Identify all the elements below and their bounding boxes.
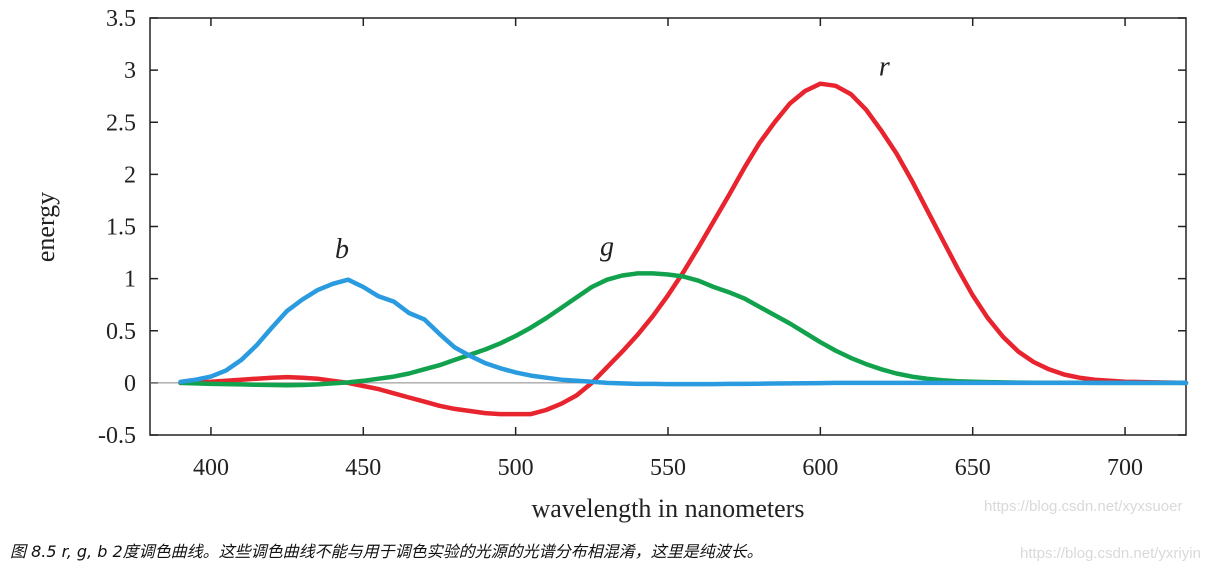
- y-tick-label: 2.5: [106, 110, 136, 136]
- series-group: [178, 81, 1189, 417]
- y-tick-label: 0.5: [106, 319, 136, 345]
- plot-frame: [149, 17, 1187, 436]
- y-tick-label: 2: [124, 162, 136, 188]
- x-tick-label: 700: [1107, 455, 1143, 481]
- series-line-g: [178, 271, 1189, 388]
- x-tick-label: 600: [802, 455, 838, 481]
- x-tick-label: 400: [193, 455, 229, 481]
- series-line-b: [178, 277, 1189, 387]
- series-annotation-g: g: [600, 232, 614, 263]
- series-annotation-r: r: [879, 51, 890, 82]
- y-tick-label: 3: [124, 58, 136, 84]
- y-axis-label: energy: [31, 192, 60, 262]
- y-tick-label: -0.5: [98, 423, 136, 449]
- y-axis-ticks: 3.5 3 2.5 2 1.5 1 0.5 0 -0.5: [98, 6, 1186, 449]
- series-annotation-b: b: [335, 234, 349, 265]
- x-axis-label: wavelength in nanometers: [532, 494, 805, 523]
- annotations: b g r: [335, 51, 890, 264]
- watermark-2: https://blog.csdn.net/yxriyin: [1020, 545, 1201, 562]
- y-tick-label: 0: [124, 371, 136, 397]
- watermark-1: https://blog.csdn.net/xyxsuoer: [984, 498, 1183, 515]
- y-tick-label: 1.5: [106, 215, 136, 241]
- x-tick-label: 650: [955, 455, 991, 481]
- x-tick-label: 500: [498, 455, 534, 481]
- x-tick-label: 450: [345, 455, 381, 481]
- chart: 3.5 3 2.5 2 1.5 1 0.5 0 -0.5 400 450 500 550 600 650 7…: [31, 6, 1189, 523]
- figure-caption: 图 8.5 r, g, b 2度调色曲线。这些调色曲线不能与用于调色实验的光源的…: [10, 542, 763, 561]
- x-tick-label: 550: [650, 455, 686, 481]
- series-line-r: [178, 81, 1189, 417]
- y-tick-label: 1: [124, 267, 136, 293]
- x-axis-ticks: 400 450 500 550 600 650 700: [193, 18, 1143, 481]
- y-tick-label: 3.5: [106, 6, 136, 32]
